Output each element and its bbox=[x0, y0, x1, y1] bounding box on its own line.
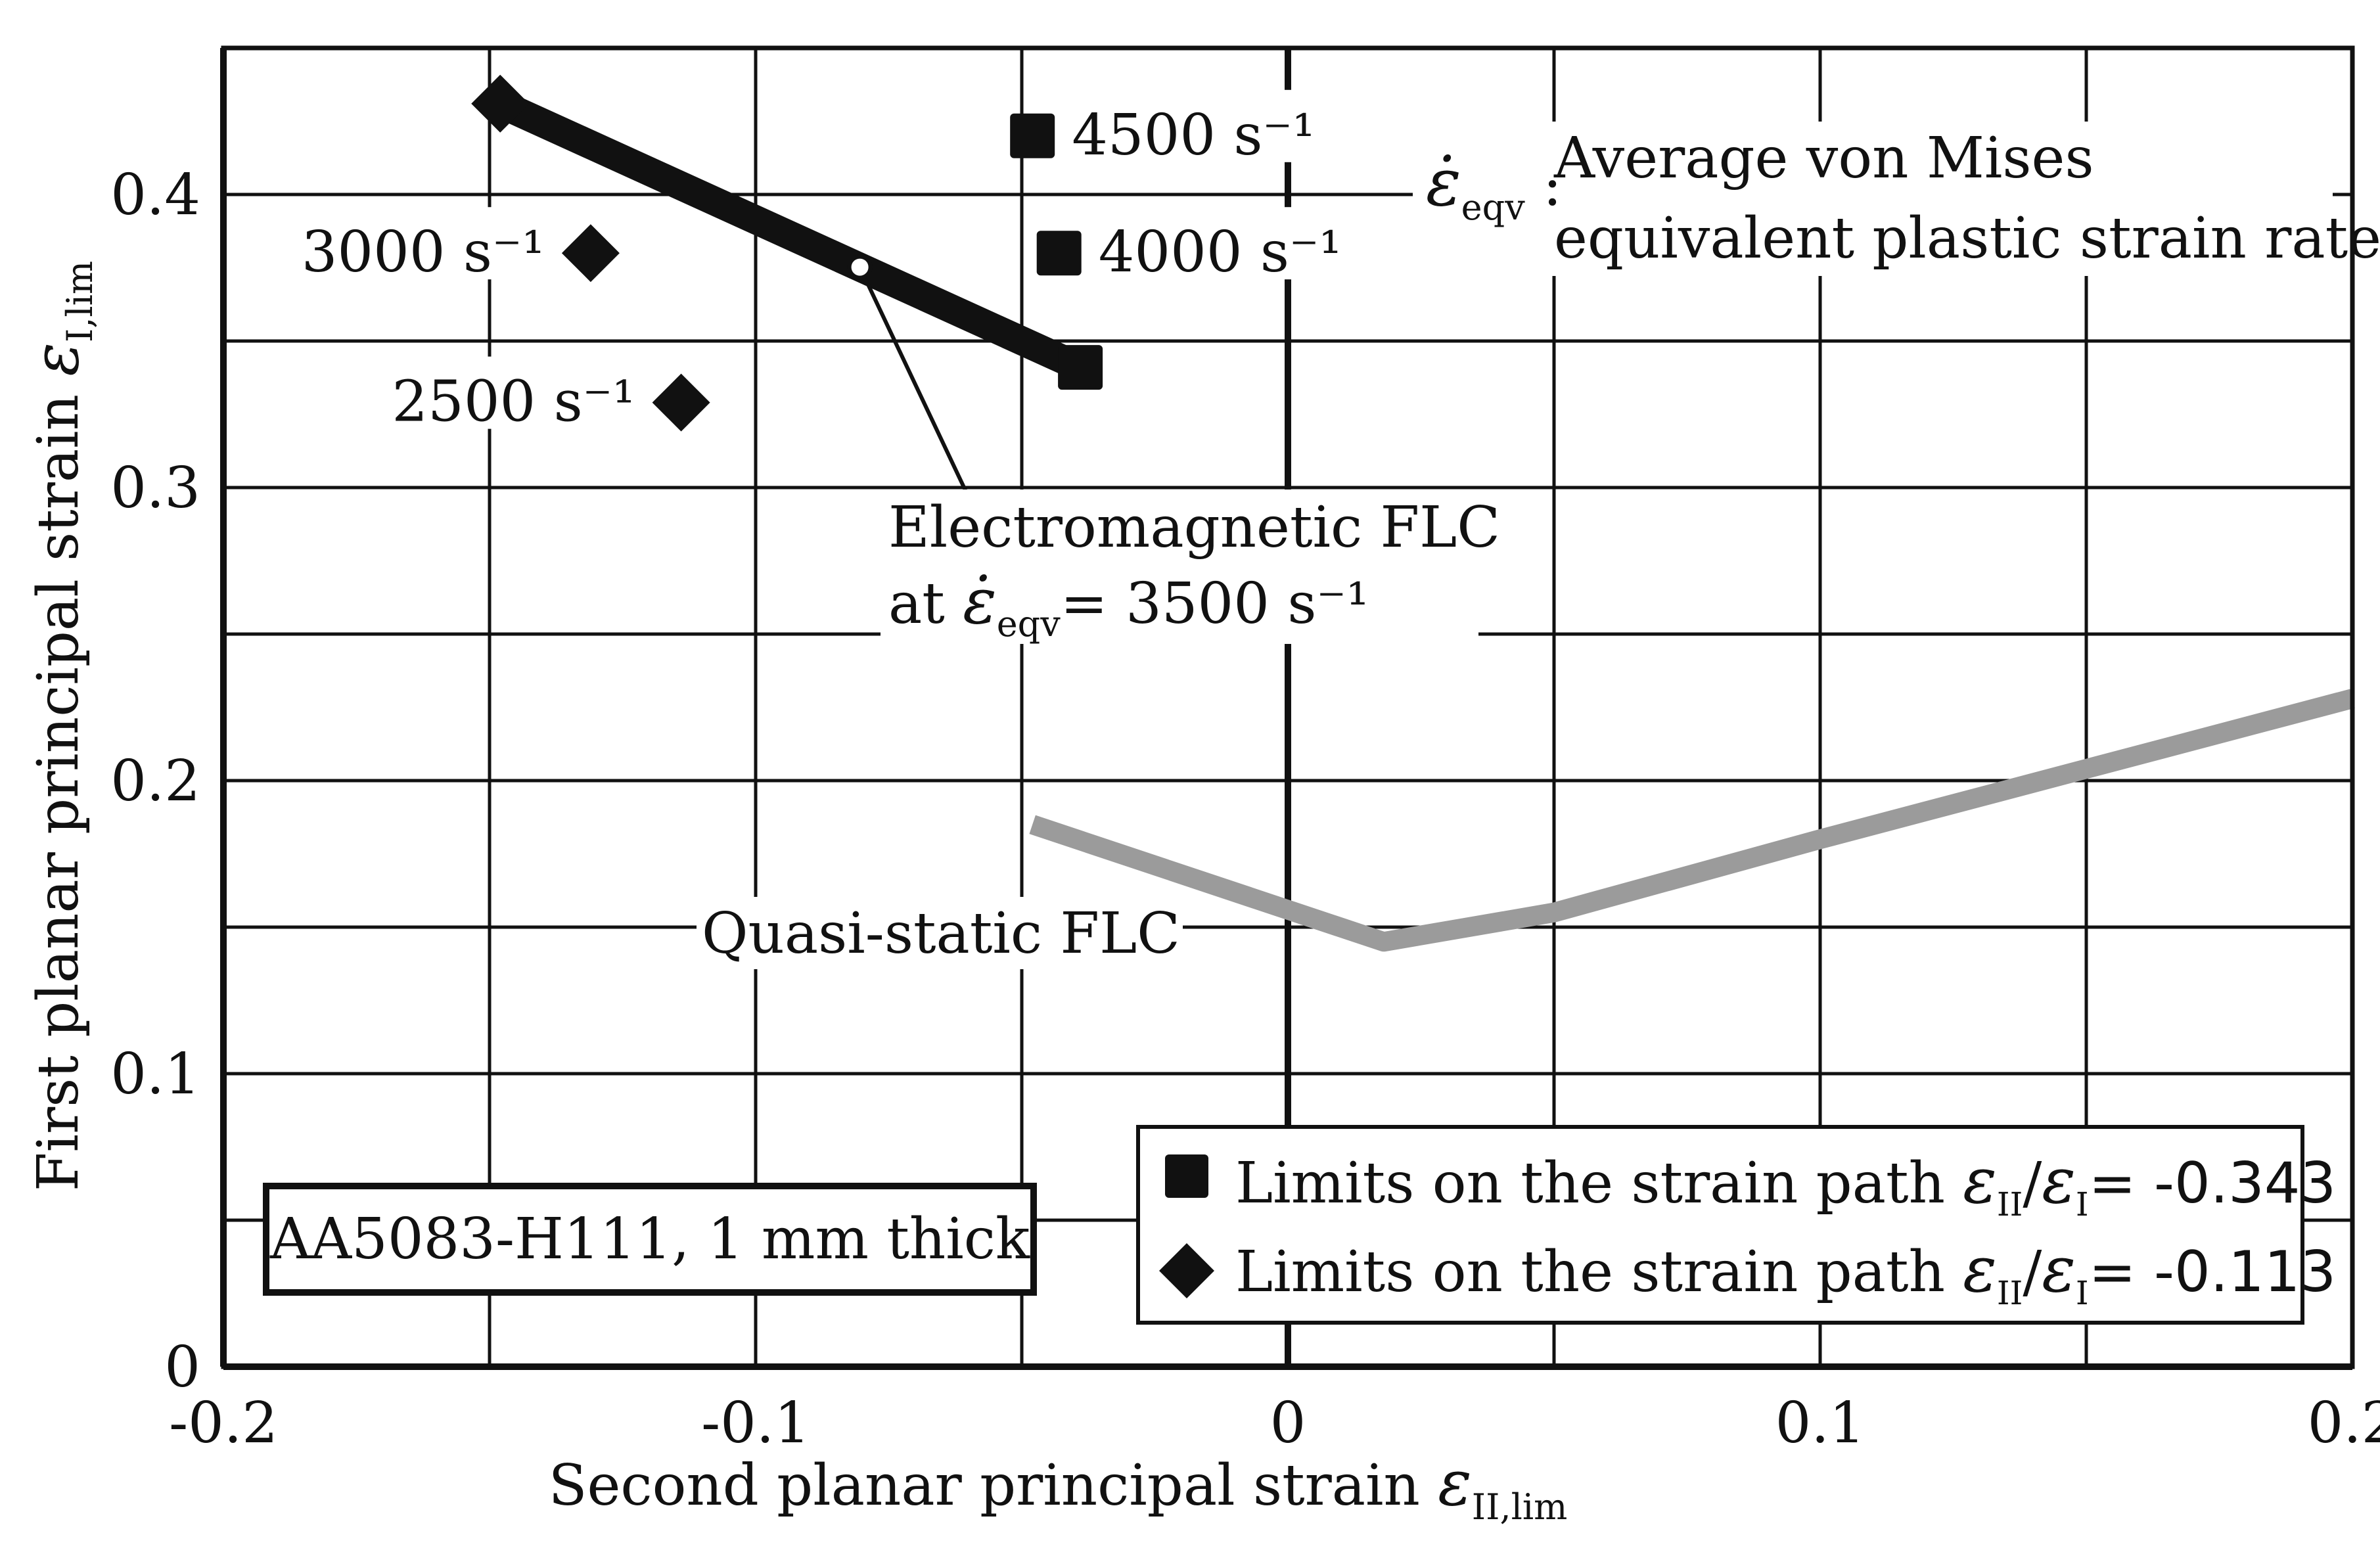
point-rate-label: 2500 s⁻¹ bbox=[392, 369, 635, 435]
rate-definition-annotation: ε̇eqv : Average von Mises equivalent pla… bbox=[1413, 122, 2380, 276]
quasi-static-annotation: Quasi-static FLC bbox=[697, 897, 1183, 969]
rate-def-symbol: ε̇ bbox=[1426, 144, 1461, 221]
legend: Limits on the strain path εII/εI= -0.343… bbox=[1136, 1125, 2336, 1325]
em-flc-prefix: at bbox=[888, 571, 945, 637]
y-tick-label: 0 bbox=[164, 1335, 200, 1400]
legend-diamond-ratio: = -0.113 bbox=[2089, 1239, 2337, 1305]
y-tick-label: 0.1 bbox=[110, 1041, 200, 1107]
rate-definition-line2: equivalent plastic strain rate bbox=[1554, 206, 2380, 271]
square-marker bbox=[1058, 345, 1103, 390]
legend-square-sub-I: I bbox=[2076, 1185, 2089, 1223]
rate-def-sub: eqv bbox=[1461, 187, 1526, 228]
diamond-marker bbox=[561, 224, 620, 283]
legend-square-prefix: Limits on the strain path bbox=[1235, 1151, 1963, 1216]
y-axis-subscript: I,lim bbox=[59, 261, 101, 342]
x-tick-label: 0 bbox=[1270, 1390, 1306, 1456]
em-flc-leader-dot bbox=[847, 254, 873, 280]
x-tick-label: -0.1 bbox=[701, 1390, 810, 1456]
material-label: AA5083-H111, 1 mm thick bbox=[269, 1206, 1030, 1272]
legend-diamond-slash: / bbox=[2023, 1239, 2042, 1305]
quasi-static-flc-line bbox=[1029, 689, 2355, 952]
legend-diamond-marker bbox=[1159, 1243, 1214, 1298]
legend-square-sub-II: II bbox=[1997, 1185, 2023, 1223]
quasi-static-label: Quasi-static FLC bbox=[702, 901, 1180, 967]
point-label-bg bbox=[418, 356, 646, 429]
legend-diamond-eps-I: ε bbox=[2042, 1233, 2076, 1306]
point-label-bg bbox=[1093, 207, 1321, 280]
electromagnetic-flc-line bbox=[494, 90, 1087, 381]
y-axis-title: First planar principal strain εI,lim bbox=[19, 261, 101, 1191]
y-tick-label: 0.3 bbox=[110, 455, 200, 521]
square-marker bbox=[1010, 113, 1055, 158]
x-tick-label: 0.1 bbox=[1775, 1390, 1865, 1456]
legend-square-eps-II: ε bbox=[1963, 1144, 1997, 1218]
legend-entry-square: Limits on the strain path εII/εI= -0.343 bbox=[1235, 1144, 2336, 1223]
svg-text:First planar principal strain: First planar principal strain εI,lim bbox=[19, 261, 101, 1191]
legend-square-eps-I: ε bbox=[2042, 1144, 2076, 1218]
legend-diamond-sub-I: I bbox=[2076, 1274, 2089, 1312]
point-rate-label: 4000 s⁻¹ bbox=[1099, 219, 1342, 285]
rate-definition-symbol: ε̇eqv : bbox=[1426, 144, 1562, 228]
em-flc-leader-line bbox=[858, 266, 968, 493]
material-box: AA5083-H111, 1 mm thick bbox=[263, 1183, 1037, 1296]
em-flc-rate-value: = 3500 s⁻¹ bbox=[1061, 571, 1369, 637]
x-tick-label: -0.2 bbox=[169, 1390, 278, 1456]
legend-square-ratio: = -0.343 bbox=[2089, 1151, 2337, 1216]
tick-labels: -0.2 -0.1 0 0.1 0.2 0 0.1 0.2 0.3 0.4 bbox=[110, 162, 2380, 1456]
rate-definition-line1: Average von Mises bbox=[1553, 126, 2094, 191]
x-axis-subscript: II,lim bbox=[1472, 1486, 1568, 1528]
point-rate-label: 4500 s⁻¹ bbox=[1072, 103, 1315, 168]
y-tick-label: 0.2 bbox=[110, 748, 200, 814]
point-label-bg bbox=[327, 207, 555, 280]
x-axis-title-text: Second planar principal strain bbox=[549, 1453, 1420, 1518]
em-flc-label: Electromagnetic FLC bbox=[888, 495, 1500, 560]
x-axis-symbol: ε bbox=[1438, 1446, 1472, 1520]
y-axis-symbol: ε bbox=[19, 342, 93, 377]
legend-diamond-prefix: Limits on the strain path bbox=[1235, 1239, 1963, 1305]
diamond-marker bbox=[471, 74, 530, 133]
em-flc-rate-symbol: ε̇ bbox=[963, 564, 997, 638]
diamond-marker bbox=[652, 373, 710, 432]
point-label-bg bbox=[1066, 89, 1294, 162]
legend-square-marker bbox=[1165, 1154, 1208, 1198]
x-axis-title: Second planar principal strain εII,lim bbox=[549, 1446, 1568, 1528]
em-flc-rate-label: at ε̇eqv= 3500 s⁻¹ bbox=[888, 564, 1369, 645]
legend-diamond-sub-II: II bbox=[1997, 1274, 2023, 1312]
em-flc-annotation: Electromagnetic FLC at ε̇eqv= 3500 s⁻¹ bbox=[881, 490, 1500, 645]
point-rate-label: 3000 s⁻¹ bbox=[302, 219, 545, 285]
em-flc-rate-sub: eqv bbox=[997, 603, 1061, 645]
legend-square-slash: / bbox=[2023, 1151, 2042, 1216]
legend-entry-diamond: Limits on the strain path εII/εI= -0.113 bbox=[1235, 1233, 2336, 1312]
y-tick-label: 0.4 bbox=[110, 162, 200, 228]
y-axis-title-text: First planar principal strain bbox=[26, 394, 91, 1191]
x-tick-label: 0.2 bbox=[2308, 1390, 2380, 1456]
data-layer: 4500 s⁻¹ 4000 s⁻¹ 3000 s⁻¹ 2500 s⁻¹ bbox=[302, 74, 2355, 952]
legend-diamond-eps-II: ε bbox=[1963, 1233, 1997, 1306]
square-marker bbox=[1036, 231, 1082, 276]
